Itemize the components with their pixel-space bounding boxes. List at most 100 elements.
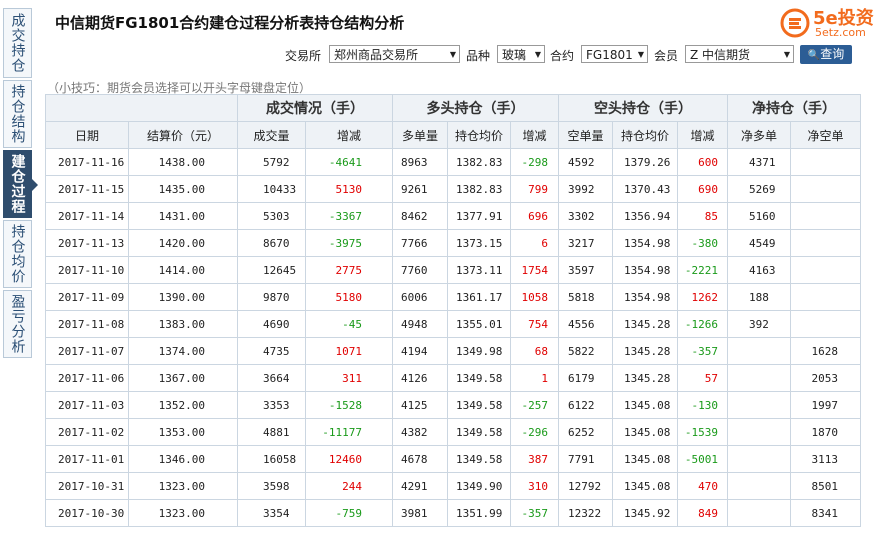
- table-cell: 1414.00: [128, 256, 238, 284]
- table-cell: 1349.58: [447, 364, 511, 392]
- table-cell: [727, 472, 791, 500]
- table-cell: 4163: [727, 256, 791, 284]
- variety-select[interactable]: 玻璃: [497, 45, 545, 64]
- table-cell: [727, 418, 791, 446]
- table-cell: 1354.98: [612, 229, 678, 257]
- table-cell: 2017-11-08: [45, 310, 129, 338]
- table-cell: 4291: [392, 472, 448, 500]
- variety-label: 品种: [466, 49, 491, 63]
- table-cell: 4371: [727, 148, 791, 176]
- table-cell: 6252: [558, 418, 613, 446]
- table-cell: 68: [510, 337, 559, 365]
- table-cell: -257: [510, 391, 559, 419]
- query-button[interactable]: 🔍查询: [800, 45, 852, 64]
- table-cell: -2221: [677, 256, 728, 284]
- column-header: 结算价（元）: [128, 121, 238, 149]
- table-cell: 1356.94: [612, 202, 678, 230]
- table-cell: 1345.28: [612, 310, 678, 338]
- table-cell: 1345.08: [612, 418, 678, 446]
- table-cell: 1262: [677, 283, 728, 311]
- table-cell: 2017-11-13: [45, 229, 129, 257]
- table-cell: 1345.92: [612, 499, 678, 527]
- table-cell: 1390.00: [128, 283, 238, 311]
- table-cell: [790, 175, 861, 203]
- table-cell: -357: [510, 499, 559, 527]
- table-row: 2017-11-06 1367.00 3664 311 4126 1349.58 1 6179…: [45, 364, 861, 392]
- table-cell: 5818: [558, 283, 613, 311]
- table-cell: -357: [677, 337, 728, 365]
- table-cell: [790, 283, 861, 311]
- table-cell: [727, 391, 791, 419]
- sidebar-tab[interactable]: 成交持仓: [3, 8, 32, 78]
- table-row: 2017-10-31 1323.00 3598 244 4291 1349.90 310 12…: [45, 472, 861, 500]
- sidebar-tab[interactable]: 建仓过程: [3, 150, 38, 218]
- table-cell: 1: [510, 364, 559, 392]
- table-cell: 7760: [392, 256, 448, 284]
- column-header-row: 日期 结算价（元） 成交量 增减 多单量 持仓均价 增减 空单量 持仓均价 增减 净多单 净空单: [45, 121, 861, 149]
- table-cell: 1345.08: [612, 472, 678, 500]
- table-cell: -759: [305, 499, 393, 527]
- contract-select[interactable]: FG1801: [581, 45, 648, 64]
- table-cell: 5160: [727, 202, 791, 230]
- table-cell: 188: [727, 283, 791, 311]
- table-cell: 5822: [558, 337, 613, 365]
- member-select[interactable]: Z 中信期货: [685, 45, 794, 64]
- query-button-text: 查询: [820, 47, 845, 61]
- sidebar-tab[interactable]: 盈亏分析: [3, 290, 32, 358]
- table-cell: -3367: [305, 202, 393, 230]
- table-cell: 1352.00: [128, 391, 238, 419]
- exchange-select[interactable]: 郑州商品交易所: [329, 45, 460, 64]
- table-cell: 2053: [790, 364, 861, 392]
- table-cell: 4194: [392, 337, 448, 365]
- table-cell: 6122: [558, 391, 613, 419]
- table-cell: [790, 148, 861, 176]
- logo[interactable]: 5e投资 5etz.com: [780, 6, 880, 40]
- table-cell: 4881: [237, 418, 306, 446]
- table-cell: 1382.83: [447, 148, 511, 176]
- table-cell: 849: [677, 499, 728, 527]
- table-cell: 1373.15: [447, 229, 511, 257]
- logo-brand: 5e投资: [813, 8, 874, 29]
- table-cell: 1420.00: [128, 229, 238, 257]
- table-cell: 4678: [392, 445, 448, 473]
- table-cell: 9261: [392, 175, 448, 203]
- table-cell: [790, 310, 861, 338]
- table-cell: [727, 445, 791, 473]
- column-header: 成交量: [237, 121, 306, 149]
- table-row: 2017-11-03 1352.00 3353 -1528 4125 1349.58 -25…: [45, 391, 861, 419]
- table-cell: 1361.17: [447, 283, 511, 311]
- table-row: 2017-11-01 1346.00 16058 12460 4678 1349.58 38…: [45, 445, 861, 473]
- table-cell: 4556: [558, 310, 613, 338]
- table-cell: 5303: [237, 202, 306, 230]
- logo-icon: [780, 8, 810, 38]
- table-cell: 470: [677, 472, 728, 500]
- table-cell: 1382.83: [447, 175, 511, 203]
- table-cell: 1351.99: [447, 499, 511, 527]
- table-row: 2017-11-08 1383.00 4690 -45 4948 1355.01 754 45…: [45, 310, 861, 338]
- table-cell: 4592: [558, 148, 613, 176]
- logo-domain: 5etz.com: [815, 26, 866, 39]
- table-cell: 3597: [558, 256, 613, 284]
- table-cell: 754: [510, 310, 559, 338]
- table-cell: 1058: [510, 283, 559, 311]
- table-cell: 1870: [790, 418, 861, 446]
- column-header: 持仓均价: [612, 121, 678, 149]
- table-cell: 2017-11-01: [45, 445, 129, 473]
- table-cell: [727, 499, 791, 527]
- table-cell: 1431.00: [128, 202, 238, 230]
- table-cell: 2017-11-06: [45, 364, 129, 392]
- table-row: 2017-11-15 1435.00 10433 5130 9261 1382.83 799…: [45, 175, 861, 203]
- table-cell: 1754: [510, 256, 559, 284]
- sidebar-tab[interactable]: 持仓结构: [3, 80, 32, 148]
- table-cell: 3598: [237, 472, 306, 500]
- sidebar-tab[interactable]: 持仓均价: [3, 220, 32, 288]
- table-cell: 4948: [392, 310, 448, 338]
- table-cell: [790, 202, 861, 230]
- table-cell: 4382: [392, 418, 448, 446]
- contract-label: 合约: [550, 49, 575, 63]
- table-cell: 1349.98: [447, 337, 511, 365]
- member-label: 会员: [654, 49, 679, 63]
- exchange-label: 交易所: [285, 49, 322, 63]
- table-cell: -296: [510, 418, 559, 446]
- table-cell: 690: [677, 175, 728, 203]
